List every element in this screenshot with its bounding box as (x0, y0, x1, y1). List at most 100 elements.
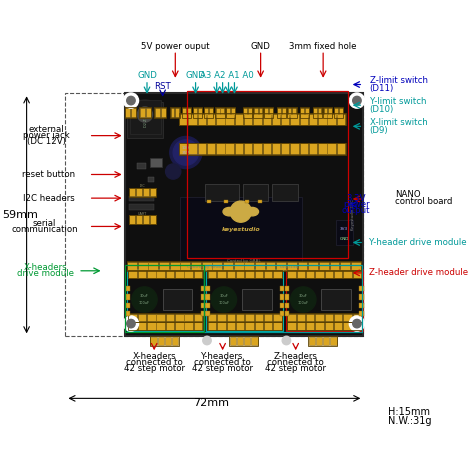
Bar (182, 108, 186, 118)
Bar (306, 270, 314, 278)
Bar (170, 262, 180, 270)
Bar (264, 108, 268, 118)
Bar (215, 107, 225, 118)
Text: Control by GRBL: Control by GRBL (187, 264, 223, 269)
Bar (287, 313, 362, 322)
Bar (179, 143, 346, 155)
Bar (136, 216, 142, 224)
Bar (285, 269, 363, 331)
Bar (130, 100, 161, 134)
Bar (264, 107, 273, 118)
Bar (179, 143, 188, 154)
Text: Y-limit switch: Y-limit switch (370, 97, 426, 106)
Bar (202, 262, 211, 270)
Bar (126, 303, 130, 308)
Bar (159, 262, 169, 270)
Bar (227, 322, 235, 330)
Bar (212, 262, 222, 270)
Bar (291, 143, 299, 154)
Bar (205, 184, 239, 201)
Bar (166, 270, 174, 278)
Bar (287, 314, 296, 321)
Ellipse shape (246, 208, 258, 216)
Text: serial: serial (33, 219, 56, 228)
Bar (154, 107, 166, 118)
Bar (359, 311, 364, 317)
Bar (127, 262, 137, 270)
Bar (277, 108, 281, 118)
Bar (300, 114, 308, 125)
Bar (171, 108, 174, 118)
Bar (126, 294, 130, 300)
Text: 42 step motor: 42 step motor (192, 365, 253, 374)
Circle shape (291, 287, 316, 312)
Bar (328, 143, 336, 154)
Bar (264, 322, 273, 330)
Text: connected to: connected to (267, 358, 324, 367)
Bar (287, 270, 362, 278)
Circle shape (123, 93, 138, 108)
Bar (323, 107, 332, 118)
Circle shape (170, 137, 202, 169)
Circle shape (165, 164, 181, 179)
Bar (300, 143, 308, 154)
Bar (128, 314, 137, 321)
Bar (297, 270, 305, 278)
Bar (193, 107, 202, 118)
Bar (235, 143, 243, 154)
Bar (306, 314, 314, 321)
Bar (353, 314, 361, 321)
Text: 30uF: 30uF (140, 294, 149, 298)
Bar (128, 322, 137, 330)
Bar (150, 336, 179, 346)
Bar (328, 108, 332, 118)
Bar (208, 314, 216, 321)
Text: power: power (343, 200, 369, 209)
Bar (129, 188, 135, 196)
Bar (205, 294, 210, 300)
Text: (D9): (D9) (370, 126, 388, 135)
Text: GND: GND (186, 71, 206, 80)
Bar (263, 114, 271, 125)
Bar (334, 314, 343, 321)
Bar (175, 108, 179, 118)
Text: I2C headers: I2C headers (23, 194, 74, 203)
Bar (150, 337, 157, 345)
Bar (258, 200, 262, 203)
Bar (287, 270, 296, 278)
Text: 3.3V: 3.3V (346, 194, 366, 203)
Bar (337, 114, 345, 125)
Bar (175, 314, 183, 321)
Bar (244, 143, 253, 154)
Bar (150, 188, 156, 196)
Bar (236, 314, 245, 321)
Text: GND: GND (251, 42, 271, 51)
Bar (280, 294, 284, 300)
Bar (163, 289, 192, 310)
Bar (287, 322, 362, 330)
Bar (129, 204, 154, 210)
Bar (318, 108, 321, 118)
Bar (359, 303, 364, 308)
Bar (269, 108, 273, 118)
Bar (328, 114, 336, 125)
Text: A3 A2 A1 A0: A3 A2 A1 A0 (200, 71, 254, 80)
Bar (129, 215, 156, 224)
Bar (230, 337, 236, 345)
Bar (266, 262, 275, 270)
Bar (325, 314, 333, 321)
Bar (198, 108, 202, 118)
Circle shape (282, 336, 291, 345)
Text: Y-headers: Y-headers (201, 352, 244, 361)
Bar (353, 322, 361, 330)
Circle shape (211, 287, 237, 312)
Bar (138, 262, 147, 270)
Bar (198, 143, 206, 154)
Bar (343, 314, 352, 321)
Bar (227, 108, 230, 118)
Bar (229, 336, 258, 346)
Circle shape (230, 201, 251, 222)
Circle shape (203, 336, 211, 345)
Bar (318, 114, 327, 125)
Bar (205, 311, 210, 317)
